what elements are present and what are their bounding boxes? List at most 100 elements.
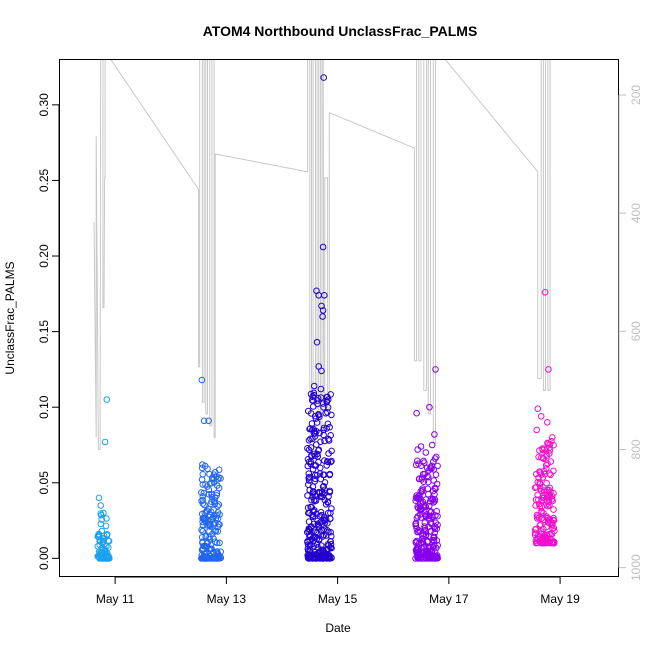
data-point xyxy=(213,489,221,497)
data-point xyxy=(313,555,320,562)
data-point xyxy=(534,405,542,413)
data-point xyxy=(425,478,432,486)
data-point xyxy=(319,307,327,314)
data-point xyxy=(314,395,322,402)
data-point xyxy=(306,541,314,549)
data-point xyxy=(97,520,105,528)
data-point xyxy=(96,541,104,549)
y-tick-label: 0.00 xyxy=(37,546,51,570)
data-point xyxy=(412,539,420,547)
data-point xyxy=(210,479,218,486)
data-point xyxy=(414,446,422,453)
data-point xyxy=(316,555,324,562)
x-tick-label: May 13 xyxy=(207,592,247,606)
data-point xyxy=(326,487,334,495)
data-point xyxy=(201,501,208,509)
y-axis: 0.00 0.05 0.10 0.15 0.20 0.25 0.30 xyxy=(37,93,60,570)
data-point xyxy=(413,409,420,417)
data-point xyxy=(317,385,325,393)
data-point xyxy=(533,470,540,478)
data-point xyxy=(312,529,320,536)
data-point xyxy=(328,447,335,455)
data-point xyxy=(214,502,221,510)
data-point xyxy=(538,503,546,511)
chart-title: ATOM4 Northbound UnclassFrac_PALMS xyxy=(203,23,478,39)
data-point xyxy=(432,366,439,373)
data-point xyxy=(326,555,334,562)
altitude-layer xyxy=(93,59,551,450)
data-point xyxy=(199,518,206,526)
x-tick-label: May 11 xyxy=(96,592,135,606)
altitude-line xyxy=(93,59,551,450)
data-point xyxy=(322,516,330,523)
data-point xyxy=(323,425,330,432)
data-point xyxy=(319,243,327,251)
data-point xyxy=(415,526,422,534)
data-point xyxy=(304,492,311,499)
data-point xyxy=(540,525,547,533)
data-point xyxy=(311,462,318,469)
data-point xyxy=(323,462,331,469)
data-point xyxy=(316,413,323,421)
series-2 xyxy=(198,376,225,562)
data-point xyxy=(533,426,541,434)
data-point xyxy=(319,313,326,320)
data-point xyxy=(327,528,334,536)
data-point xyxy=(325,541,333,549)
data-point xyxy=(311,412,319,420)
data-point xyxy=(309,537,317,545)
data-point xyxy=(431,529,439,536)
data-point xyxy=(308,496,315,504)
data-point xyxy=(431,431,438,438)
data-point xyxy=(543,465,550,472)
data-point xyxy=(419,538,427,546)
data-point xyxy=(550,490,557,497)
data-point xyxy=(424,543,431,551)
data-point xyxy=(416,475,423,483)
data-point xyxy=(321,479,329,486)
data-point xyxy=(421,470,429,478)
data-point xyxy=(548,437,555,445)
data-point xyxy=(206,470,213,478)
data-point xyxy=(213,555,221,562)
data-point xyxy=(305,437,313,444)
data-point xyxy=(209,515,217,523)
data-point xyxy=(203,543,211,551)
data-point xyxy=(428,508,435,516)
data-point xyxy=(305,481,312,489)
data-point xyxy=(304,445,311,452)
data-point xyxy=(431,484,439,492)
data-point xyxy=(549,434,556,441)
data-point xyxy=(305,509,312,517)
data-point xyxy=(433,453,440,461)
data-point xyxy=(544,439,551,447)
data-point xyxy=(210,535,217,542)
data-point xyxy=(428,441,436,449)
data-point xyxy=(101,438,109,446)
data-point xyxy=(544,460,551,468)
data-point xyxy=(215,521,222,528)
data-point xyxy=(546,447,554,454)
data-point xyxy=(307,435,314,443)
data-point xyxy=(304,462,312,470)
data-point xyxy=(309,555,316,562)
data-point xyxy=(550,524,558,532)
data-point xyxy=(422,503,430,510)
data-point xyxy=(433,525,441,532)
data-point xyxy=(414,503,421,511)
data-point xyxy=(428,462,436,470)
data-point xyxy=(532,502,539,509)
data-point xyxy=(201,462,209,470)
data-point xyxy=(326,423,333,431)
data-point xyxy=(316,470,324,477)
y-tick-label: 0.20 xyxy=(37,244,51,268)
data-point xyxy=(202,555,210,562)
data-point xyxy=(430,477,438,484)
data-point xyxy=(427,495,435,503)
data-point xyxy=(97,502,104,509)
data-point xyxy=(320,527,327,534)
data-point xyxy=(539,445,546,452)
data-point xyxy=(205,486,213,494)
data-point xyxy=(319,483,327,491)
data-point xyxy=(321,292,328,299)
